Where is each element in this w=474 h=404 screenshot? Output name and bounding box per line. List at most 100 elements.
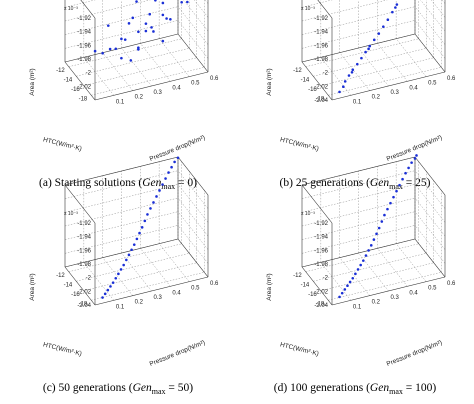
box-edge: [177, 33, 209, 73]
x-tick-label: 0.6: [210, 76, 219, 82]
x-tick-label: 0.3: [391, 90, 400, 96]
y-tick-label: -14: [301, 77, 310, 83]
box-edge: [414, 156, 446, 196]
z-tick-label: -1.96: [77, 43, 91, 49]
z-grid-line: [177, 6, 209, 45]
z-tick-label: -2.04: [314, 303, 328, 309]
x-tick-label: 0.5: [191, 286, 200, 292]
z-grid-line: [301, 0, 388, 22]
box-edge: [317, 0, 333, 19]
y-tick-label: -16: [308, 87, 317, 93]
y-grid-line: [305, 38, 419, 67]
data-point: [169, 17, 172, 21]
data-point: [180, 0, 183, 4]
data-point: [367, 249, 370, 252]
data-point: [398, 183, 401, 187]
z-tick-label: -1.98: [77, 262, 91, 268]
z-grid-line: [177, 170, 209, 209]
x-tick-label: 0.3: [391, 295, 400, 301]
x-grid-line: [140, 248, 171, 287]
data-point: [342, 85, 345, 89]
z-grid-line: [64, 225, 179, 254]
z-tick-label: -1.94: [77, 30, 91, 36]
data-point: [395, 3, 399, 6]
x-grid-line: [158, 38, 190, 77]
x-tick-label: 0.6: [447, 281, 456, 287]
z-grid-line: [414, 170, 446, 209]
y-tick-label: -18: [79, 301, 88, 307]
data-point: [106, 288, 110, 292]
data-point: [338, 295, 341, 299]
z-tick-label: -1.96: [314, 43, 328, 49]
x-grid-line: [158, 243, 190, 282]
z-grid-line: [64, 170, 179, 199]
data-point: [114, 276, 118, 280]
z-tick-label: -2: [323, 276, 329, 282]
z-grid-line: [183, 0, 209, 32]
data-point: [150, 26, 153, 29]
data-point: [369, 244, 373, 247]
y-grid-line: [328, 67, 442, 96]
data-point: [148, 12, 152, 16]
data-point: [368, 44, 372, 48]
x-grid-line: [83, 57, 115, 96]
x-tick-label: 0.1: [353, 99, 362, 105]
x-tick-label: 0.2: [135, 95, 144, 101]
data-point: [129, 59, 133, 62]
z-tick-label: -2: [86, 71, 92, 77]
tick-labels: -1.92 -1.94 -1.96 -1.98 -2 -2.02 -2.04 0.1 0.2 0.…: [293, 16, 456, 105]
x-tick-label: 0.4: [409, 85, 418, 91]
z-grid-line: [414, 20, 446, 59]
y-grid-line: [305, 243, 419, 272]
z-tick-label: -1.92: [77, 221, 91, 227]
data-point: [127, 253, 131, 257]
data-point: [127, 22, 131, 25]
data-point: [103, 292, 107, 296]
data-point: [131, 16, 135, 20]
z-tick-label: -1.94: [77, 235, 91, 241]
z-tick-label: -2: [323, 71, 329, 77]
x-tick-label: 0.3: [154, 90, 163, 96]
data-point: [119, 268, 123, 271]
data-point: [391, 10, 394, 14]
data-point: [111, 281, 115, 284]
data-point: [410, 161, 413, 164]
z-tick-label: -1.94: [314, 30, 328, 36]
x-grid-line: [358, 47, 389, 87]
x-grid-line: [121, 47, 152, 87]
data-point: [413, 157, 417, 160]
z-multiplier: x 10⁻³: [64, 6, 78, 12]
data-point: [93, 49, 97, 53]
z-grid-line: [301, 225, 416, 254]
data-point: [125, 258, 128, 262]
z-grid-line: [177, 211, 209, 250]
data-point: [167, 171, 170, 174]
data-point: [173, 160, 176, 164]
data-point: [351, 68, 355, 72]
tick-labels: -1.92 -1.94 -1.96 -1.98 -2 -2.02 -2.04 0.1 0.2 0.…: [293, 221, 456, 310]
x-grid-line: [377, 248, 408, 287]
y-grid-line: [328, 272, 442, 301]
y-tick-label: -16: [71, 87, 80, 93]
box-edge: [301, 266, 333, 306]
data-point: [152, 30, 155, 33]
x-grid-line: [339, 52, 370, 91]
data-point: [404, 171, 407, 175]
z-grid-line: [301, 197, 416, 227]
data-point: [383, 213, 386, 217]
z-multiplier: x 10⁻³: [301, 6, 315, 12]
data-point: [137, 46, 140, 50]
z-grid-line: [414, 211, 446, 250]
box-edge: [331, 276, 446, 306]
box-edge: [64, 156, 179, 186]
box-edge: [64, 266, 96, 306]
z-grid-line: [177, 225, 209, 264]
data-point: [389, 201, 392, 205]
box-edge: [301, 238, 416, 268]
data-point: [158, 189, 161, 192]
data-point: [415, 154, 418, 157]
y-grid-line: [68, 243, 182, 272]
x-tick-label: 0.3: [154, 295, 163, 301]
z-tick-label: -1.96: [314, 248, 328, 254]
z-tick-label: -1.98: [77, 57, 91, 63]
